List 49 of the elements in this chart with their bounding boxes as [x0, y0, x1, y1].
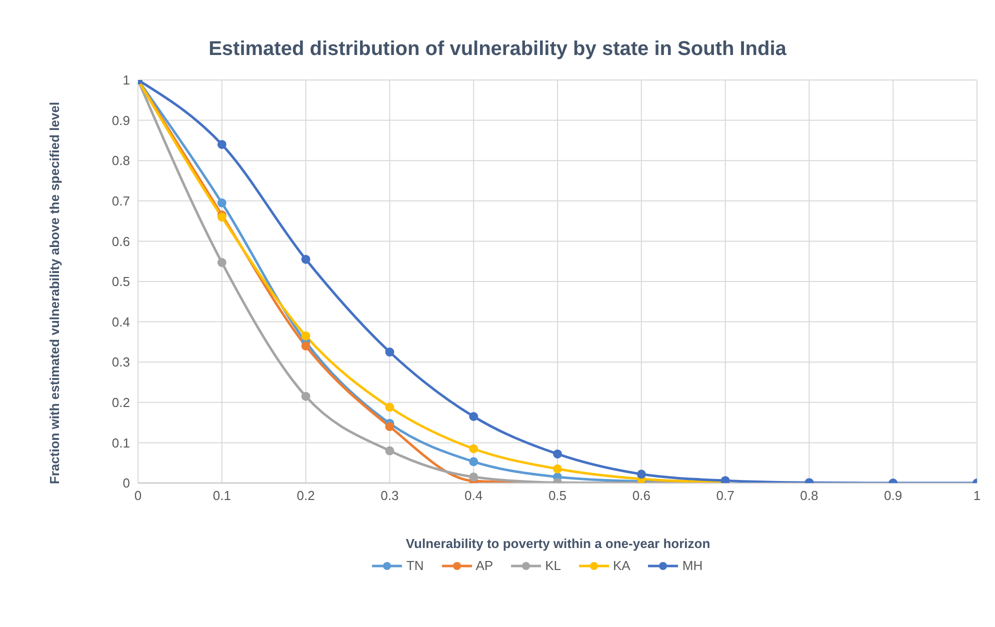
x-tick-label: 0.1	[212, 488, 231, 504]
point	[385, 422, 394, 432]
point	[469, 472, 478, 482]
point	[217, 140, 226, 149]
x-tick-label: 0	[134, 488, 142, 504]
point	[217, 258, 226, 268]
chart-title: Estimated distribution of vulnerability by state in South India	[208, 38, 788, 61]
x-tick-label: 0.5	[548, 488, 567, 504]
point	[301, 341, 310, 350]
x-tick-label: 0.4	[464, 488, 483, 504]
legend-label: KL	[545, 558, 562, 573]
legend-label: MH	[682, 558, 703, 573]
y-tick-label: 0.6	[112, 234, 130, 249]
x-axis-title: Vulnerability to poverty within a one-year horizon	[404, 536, 712, 551]
x-tick-label: 0.3	[380, 488, 399, 504]
legend-label: AP	[476, 558, 494, 573]
y-tick-label: 0.8	[112, 153, 130, 168]
y-tick-label: 0.9	[112, 112, 130, 128]
point	[217, 212, 226, 222]
y-tick-label: 0.5	[112, 274, 130, 290]
y-tick-label: 0	[122, 476, 130, 491]
point	[469, 412, 478, 422]
point	[636, 470, 646, 479]
point	[301, 392, 310, 401]
y-tick-label: 0.7	[112, 194, 130, 209]
y-axis-title: Fraction with estimated vulnerability above the specified level	[46, 100, 63, 486]
y-tick-label: 0.2	[112, 395, 130, 410]
x-tick-label: 0.6	[632, 488, 650, 504]
x-tick-label: 0.2	[296, 488, 315, 504]
point	[385, 348, 394, 357]
point	[301, 331, 310, 340]
x-tick-label: 0.9	[884, 488, 902, 504]
point	[469, 444, 478, 454]
y-tick-label: 0.4	[112, 314, 130, 330]
point	[385, 446, 394, 456]
point	[553, 449, 562, 458]
x-tick-label: 0.7	[716, 488, 734, 504]
y-tick-label: 0.1	[112, 435, 130, 450]
y-tick-label: 1	[122, 72, 130, 88]
x-tick-label: 0.8	[800, 488, 818, 504]
y-tick-label: 0.3	[112, 354, 130, 370]
legend-label: KA	[613, 558, 630, 573]
point	[385, 402, 394, 412]
point	[217, 198, 226, 208]
point	[301, 254, 310, 264]
point	[469, 457, 478, 466]
x-tick-label: 1	[973, 488, 981, 504]
legend-label: TN	[406, 558, 424, 573]
point	[553, 464, 562, 474]
